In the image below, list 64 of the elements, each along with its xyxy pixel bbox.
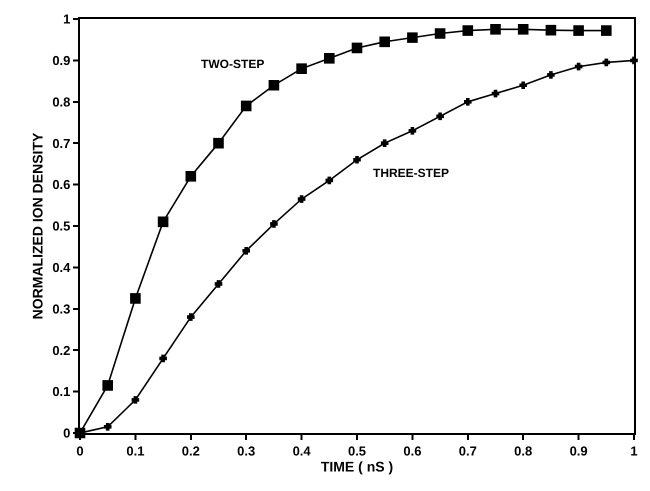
x-tick-label: 0.6 [403, 444, 422, 459]
point [602, 58, 610, 66]
point [380, 139, 388, 147]
point [213, 138, 224, 148]
y-tick-label: 0.3 [52, 301, 70, 316]
point [434, 28, 446, 39]
point [268, 80, 280, 91]
point [601, 25, 612, 36]
x-tick-label: 0.7 [458, 444, 477, 459]
point [490, 24, 501, 35]
point [104, 422, 112, 431]
point [187, 313, 195, 321]
point [547, 71, 555, 79]
x-tick-label: 0.1 [126, 444, 144, 459]
point [574, 62, 582, 70]
point [132, 396, 140, 404]
point [464, 98, 472, 106]
point [436, 112, 444, 120]
y-tick-label: 0.6 [52, 177, 70, 192]
y-tick-label: 0.7 [52, 136, 70, 151]
point [102, 380, 113, 391]
y-tick-label: 0.1 [52, 384, 70, 400]
x-axis-title: TIME ( nS ) [320, 458, 394, 475]
point [352, 42, 362, 54]
point [407, 32, 418, 43]
x-tick-label: 0.2 [182, 444, 200, 459]
point [324, 53, 335, 64]
point [298, 195, 306, 203]
point [186, 171, 196, 182]
x-tick-label: 0.9 [570, 444, 588, 459]
point [353, 156, 361, 164]
point [158, 216, 168, 228]
point [214, 280, 222, 288]
point [270, 220, 278, 228]
y-axis-title: NORMALIZED ION DENSITY [29, 132, 46, 320]
y-tick-label: 0.9 [52, 52, 70, 68]
y-tick-label: 0.8 [52, 94, 70, 110]
x-tick-label: 0 [76, 444, 84, 459]
point [546, 24, 556, 36]
point [492, 90, 500, 98]
y-tick-label: 0 [63, 426, 70, 441]
point [242, 247, 250, 255]
x-tick-label: 0.8 [514, 444, 532, 459]
x-tick-label: 1 [630, 444, 638, 459]
point [296, 63, 307, 74]
y-tick-label: 0.4 [52, 260, 72, 275]
point [518, 24, 528, 35]
series-label: THREE-STEP [373, 166, 450, 180]
x-tick-label: 0.5 [348, 444, 366, 459]
x-tick-label: 0.3 [237, 444, 256, 459]
series-label: TWO-STEP [201, 57, 264, 71]
point [573, 25, 584, 36]
point [519, 81, 527, 90]
y-tick-label: 1 [63, 12, 70, 27]
point [379, 36, 390, 48]
point [130, 293, 141, 304]
y-tick-label: 0.2 [52, 342, 70, 358]
point [462, 25, 474, 36]
point [408, 126, 416, 135]
point [240, 100, 252, 112]
point [326, 176, 334, 184]
y-tick-label: 0.5 [52, 218, 70, 234]
x-tick-label: 0.4 [292, 444, 312, 459]
point [159, 354, 167, 362]
